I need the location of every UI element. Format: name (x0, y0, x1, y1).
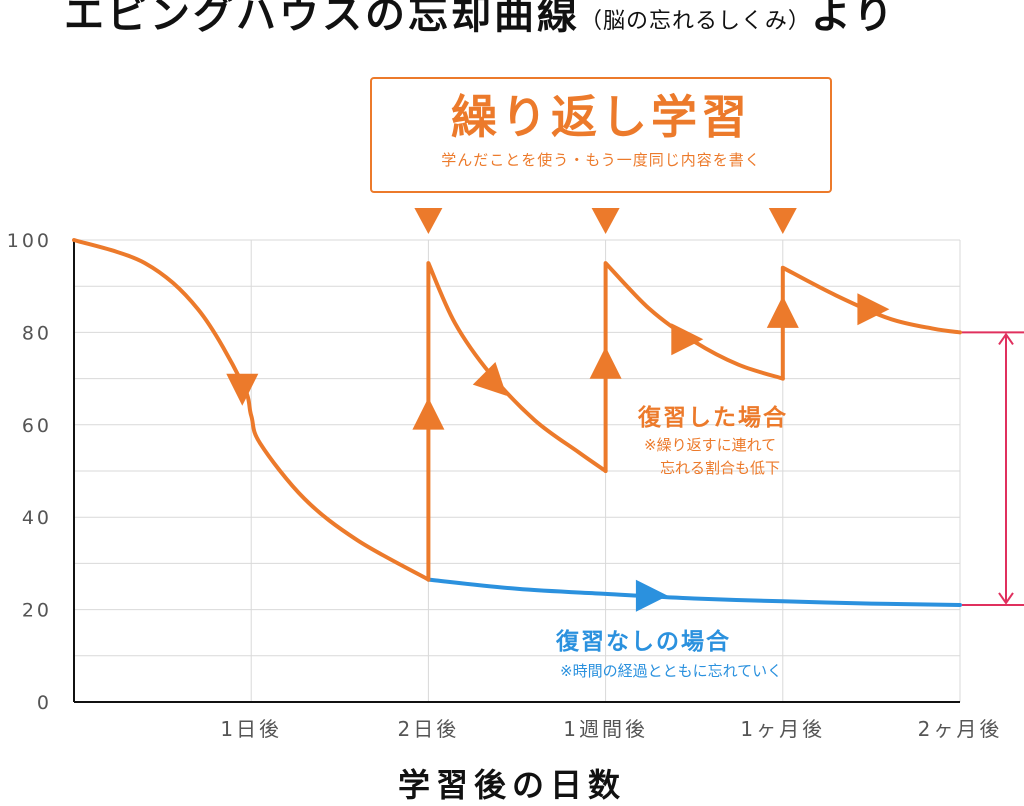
with-review-line (426, 261, 608, 582)
y-tick-labels: 0 20 40 60 80 100 (7, 230, 52, 714)
x-tick-label: 1日後 (220, 717, 282, 741)
y-tick-label: 0 (37, 692, 52, 714)
review-marker (591, 208, 620, 234)
with-review-line (780, 265, 962, 381)
with-review-label: 復習した場合 (638, 405, 788, 431)
bracket-arrow-up (998, 332, 1014, 345)
direction-arrow (589, 346, 622, 379)
direction-arrow (766, 295, 799, 328)
retention-gap-bracket (962, 331, 1024, 606)
direction-arrow (412, 397, 445, 430)
no-review-note: ※時間の経過とともに忘れていく (560, 662, 783, 680)
chart-title-main: エビングハウスの忘却曲線 (64, 0, 580, 38)
series-lines (72, 238, 962, 607)
chart-title-sub: （脳の忘れるしくみ） (580, 9, 811, 34)
chart-title: エビングハウスの忘却曲線（脳の忘れるしくみ）より (64, 0, 896, 40)
bracket-arrow-down (998, 592, 1014, 605)
x-tick-labels: 1日後 2日後 1週間後 1ヶ月後 2ヶ月後 (220, 717, 1003, 741)
x-tick-label: 1週間後 (563, 717, 648, 741)
chart-title-tail: より (810, 0, 897, 38)
no-review-line (426, 577, 962, 607)
y-tick-label: 40 (22, 507, 52, 529)
callout-note: 学んだことを使う・もう一度同じ内容を書く (441, 151, 761, 169)
y-tick-label: 20 (22, 600, 52, 622)
y-tick-label: 80 (22, 322, 52, 344)
with-review-note-line-2: 忘れる割合も低下 (660, 459, 781, 477)
review-markers (414, 208, 797, 234)
x-axis-title: 学習後の日数 (397, 766, 626, 804)
no-review-label: 復習なしの場合 (556, 629, 731, 655)
x-tick-label: 1ヶ月後 (740, 717, 825, 741)
x-tick-label: 2日後 (398, 717, 460, 741)
direction-arrow (226, 373, 259, 406)
review-marker (414, 208, 443, 234)
y-tick-label: 60 (22, 415, 52, 437)
direction-arrow (635, 579, 668, 612)
with-review-line (72, 238, 431, 582)
direction-arrow (472, 361, 507, 396)
y-tick-label: 100 (7, 230, 52, 252)
direction-arrows (226, 293, 890, 612)
review-marker (768, 208, 797, 234)
with-review-note-line-1: ※繰り返すに連れて (644, 436, 777, 454)
direction-arrow (671, 323, 704, 356)
direction-arrow (857, 293, 890, 326)
grid-lines (74, 239, 961, 702)
x-tick-label: 2ヶ月後 (918, 717, 1003, 741)
axes (73, 240, 960, 703)
repeat-learning-callout: 繰り返し学習 学んだことを使う・もう一度同じ内容を書く (370, 77, 832, 193)
callout-heading: 繰り返し学習 (451, 90, 751, 144)
